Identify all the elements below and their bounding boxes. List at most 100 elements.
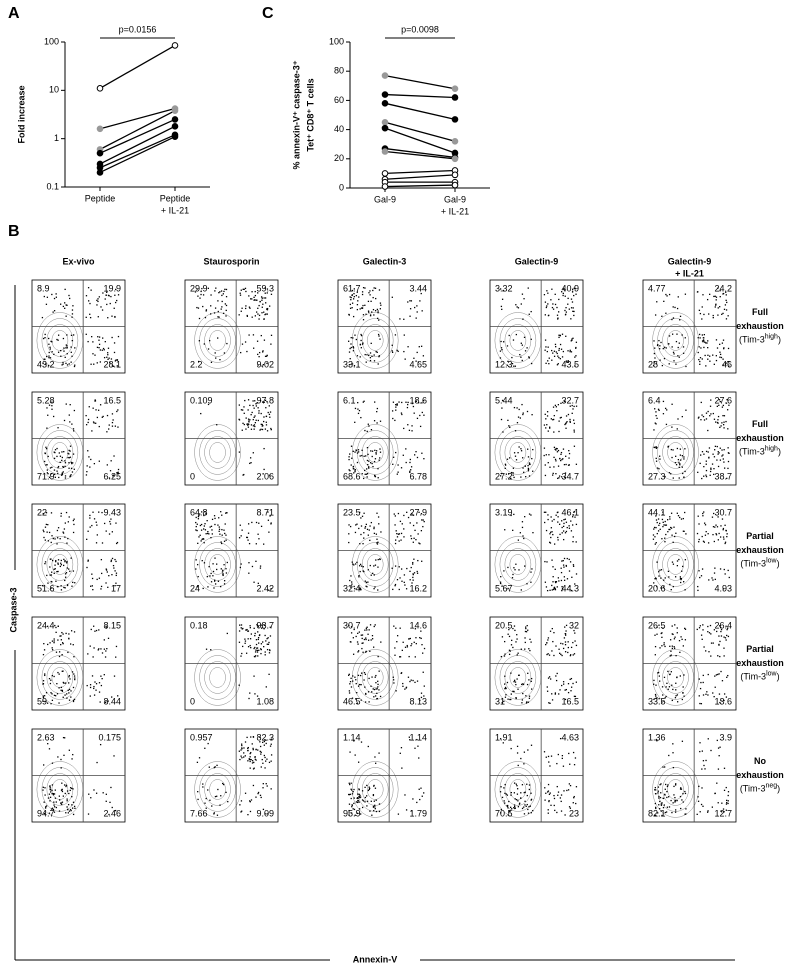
event-dot: [564, 423, 566, 426]
event-dot: [246, 536, 249, 539]
event-dot: [366, 626, 368, 628]
event-dot: [51, 571, 53, 573]
event-dot: [563, 288, 565, 290]
event-dot: [243, 288, 245, 291]
event-dot: [109, 362, 111, 364]
contour: [199, 542, 236, 587]
event-dot: [106, 414, 109, 417]
event-dot: [558, 356, 560, 359]
event-dot: [213, 312, 216, 314]
event-dot: [717, 415, 720, 418]
event-dot: [357, 793, 359, 795]
event-dot: [716, 459, 718, 461]
event-dot: [655, 526, 657, 529]
event-dot: [709, 415, 711, 417]
event-dot: [262, 420, 265, 423]
event-dot: [528, 788, 531, 791]
event-dot: [667, 445, 670, 448]
event-dot: [219, 804, 221, 806]
event-dot: [396, 578, 399, 581]
event-dot: [715, 303, 717, 305]
event-dot: [251, 762, 254, 764]
event-dot: [89, 526, 91, 528]
event-dot: [659, 784, 661, 786]
event-dot: [245, 652, 248, 654]
event-dot: [570, 307, 573, 309]
event-dot: [370, 342, 372, 345]
event-dot: [89, 514, 91, 517]
event-dot: [87, 418, 90, 421]
event-dot: [46, 625, 49, 627]
event-dot: [569, 784, 572, 787]
event-dot: [253, 767, 255, 769]
event-dot: [401, 413, 403, 416]
event-dot: [197, 307, 200, 309]
event-dot: [368, 460, 370, 462]
event-dot: [712, 533, 714, 536]
event-dot: [361, 293, 364, 296]
event-dot: [221, 542, 223, 545]
y-tick-label: 100: [44, 36, 59, 46]
event-dot: [412, 514, 415, 516]
event-dot: [356, 702, 359, 704]
event-dot: [680, 578, 682, 581]
event-dot: [220, 290, 223, 292]
event-dot: [399, 656, 401, 658]
event-dot: [253, 761, 255, 764]
event-dot: [107, 637, 110, 639]
event-dot: [551, 589, 553, 591]
event-dot: [249, 767, 251, 769]
event-dot: [250, 799, 253, 801]
event-dot: [206, 575, 208, 578]
event-dot: [97, 409, 100, 411]
event-dot: [398, 401, 400, 403]
event-dot: [51, 807, 54, 809]
event-dot: [92, 353, 94, 355]
event-dot: [225, 572, 228, 574]
event-dot: [263, 401, 265, 403]
contour: [361, 324, 389, 357]
event-dot: [673, 794, 675, 796]
event-dot: [43, 460, 46, 463]
event-dot: [652, 534, 655, 536]
event-dot: [253, 299, 256, 301]
event-dot: [68, 467, 70, 469]
event-dot: [532, 532, 534, 534]
event-dot: [379, 302, 382, 304]
event-dot: [222, 312, 225, 315]
event-dot: [87, 560, 89, 562]
event-dot: [561, 560, 563, 562]
event-dot: [657, 812, 659, 814]
event-dot: [668, 806, 671, 808]
event-dot: [265, 760, 267, 762]
event-dot: [698, 570, 700, 572]
event-dot: [65, 403, 67, 405]
event-dot: [86, 465, 88, 467]
event-dot: [200, 293, 202, 296]
event-dot: [721, 811, 723, 813]
event-dot: [254, 693, 256, 695]
event-dot: [367, 466, 370, 468]
event-dot: [726, 634, 728, 637]
event-dot: [652, 364, 655, 367]
event-dot: [60, 789, 63, 791]
event-dot: [378, 523, 380, 525]
event-dot: [416, 570, 418, 573]
event-dot: [395, 539, 397, 541]
event-dot: [564, 295, 566, 297]
event-dot: [53, 568, 55, 570]
event-dot: [719, 426, 721, 429]
event-dot: [205, 797, 207, 800]
event-dot: [701, 535, 703, 538]
event-dot: [668, 528, 670, 531]
event-dot: [117, 426, 119, 428]
event-dot: [53, 793, 56, 795]
event-dot: [405, 448, 407, 450]
event-dot: [244, 341, 247, 343]
event-dot: [407, 516, 410, 519]
event-dot: [723, 427, 725, 429]
event-dot: [508, 653, 511, 656]
event-dot: [257, 636, 260, 639]
event-dot: [56, 529, 59, 532]
event-dot: [396, 532, 398, 535]
